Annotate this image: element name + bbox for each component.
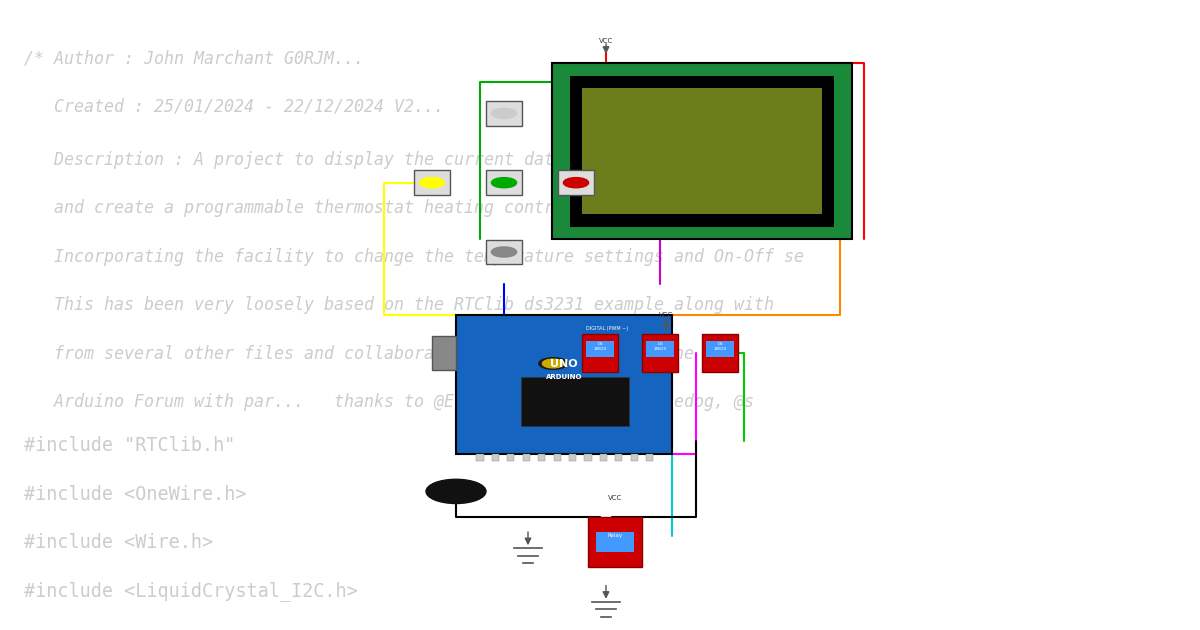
Text: #include <LiquidCrystal_I2C.h>: #include <LiquidCrystal_I2C.h> (24, 581, 358, 601)
Text: VCC: VCC (608, 495, 622, 501)
Text: Arduino Forum with par...   thanks to @ElRot77, @blh64, @cattledog, @s: Arduino Forum with par... thanks to @ElR… (24, 393, 754, 411)
Text: VCC: VCC (659, 312, 673, 318)
Circle shape (542, 359, 564, 368)
Text: DS
18B20: DS 18B20 (713, 342, 727, 351)
FancyBboxPatch shape (492, 454, 499, 461)
Text: and create a programmable thermostat heating control of three zones to: and create a programmable thermostat hea… (24, 199, 754, 217)
Circle shape (492, 108, 517, 118)
FancyBboxPatch shape (414, 171, 450, 195)
FancyBboxPatch shape (582, 334, 618, 372)
FancyBboxPatch shape (702, 334, 738, 372)
Text: Relay: Relay (607, 533, 623, 538)
Circle shape (539, 358, 568, 369)
Circle shape (564, 178, 589, 188)
Text: #include <Wire.h>: #include <Wire.h> (24, 533, 214, 553)
FancyBboxPatch shape (486, 240, 522, 265)
Text: DS
18B20: DS 18B20 (593, 342, 607, 351)
FancyBboxPatch shape (616, 454, 623, 461)
FancyBboxPatch shape (588, 517, 642, 567)
FancyBboxPatch shape (538, 454, 545, 461)
Circle shape (426, 479, 486, 503)
FancyBboxPatch shape (552, 63, 852, 239)
FancyBboxPatch shape (521, 377, 629, 426)
FancyBboxPatch shape (706, 341, 734, 357)
FancyBboxPatch shape (486, 101, 522, 126)
FancyBboxPatch shape (456, 315, 672, 454)
FancyBboxPatch shape (600, 454, 607, 461)
FancyBboxPatch shape (432, 336, 456, 370)
Text: Description : A project to display the current date, time and temperature o: Description : A project to display the c… (24, 151, 804, 169)
FancyBboxPatch shape (476, 454, 484, 461)
FancyBboxPatch shape (582, 88, 822, 214)
Circle shape (492, 247, 517, 257)
Text: VCC: VCC (599, 38, 613, 44)
FancyBboxPatch shape (646, 454, 653, 461)
Text: UNO: UNO (550, 358, 578, 369)
Text: This has been very loosely based on the RTClib ds3231 example along with: This has been very loosely based on the … (24, 296, 774, 314)
Text: /* Author : John Marchant G0RJM...: /* Author : John Marchant G0RJM... (24, 49, 364, 67)
FancyBboxPatch shape (486, 171, 522, 195)
Text: DS
18B20: DS 18B20 (653, 342, 667, 351)
FancyBboxPatch shape (553, 454, 560, 461)
FancyBboxPatch shape (586, 341, 614, 357)
FancyBboxPatch shape (569, 454, 576, 461)
FancyBboxPatch shape (570, 76, 834, 227)
Text: from several other files and collaboration with the input and he: from several other files and collaborati… (24, 345, 694, 363)
FancyBboxPatch shape (631, 454, 638, 461)
FancyBboxPatch shape (596, 532, 634, 552)
FancyBboxPatch shape (558, 171, 594, 195)
Text: Incorporating the facility to change the temperature settings and On-Off se: Incorporating the facility to change the… (24, 248, 804, 266)
Text: ARDUINO: ARDUINO (546, 374, 582, 381)
FancyBboxPatch shape (523, 454, 530, 461)
FancyBboxPatch shape (584, 454, 592, 461)
FancyBboxPatch shape (642, 334, 678, 372)
Text: #include "RTClib.h": #include "RTClib.h" (24, 437, 235, 455)
Text: #include <OneWire.h>: #include <OneWire.h> (24, 485, 246, 504)
FancyBboxPatch shape (508, 454, 515, 461)
Circle shape (492, 178, 517, 188)
Text: DIGITAL (PWM ~): DIGITAL (PWM ~) (586, 326, 629, 331)
Text: Created : 25/01/2024 - 22/12/2024 V2...: Created : 25/01/2024 - 22/12/2024 V2... (24, 98, 444, 116)
FancyBboxPatch shape (646, 341, 674, 357)
Circle shape (420, 178, 445, 188)
